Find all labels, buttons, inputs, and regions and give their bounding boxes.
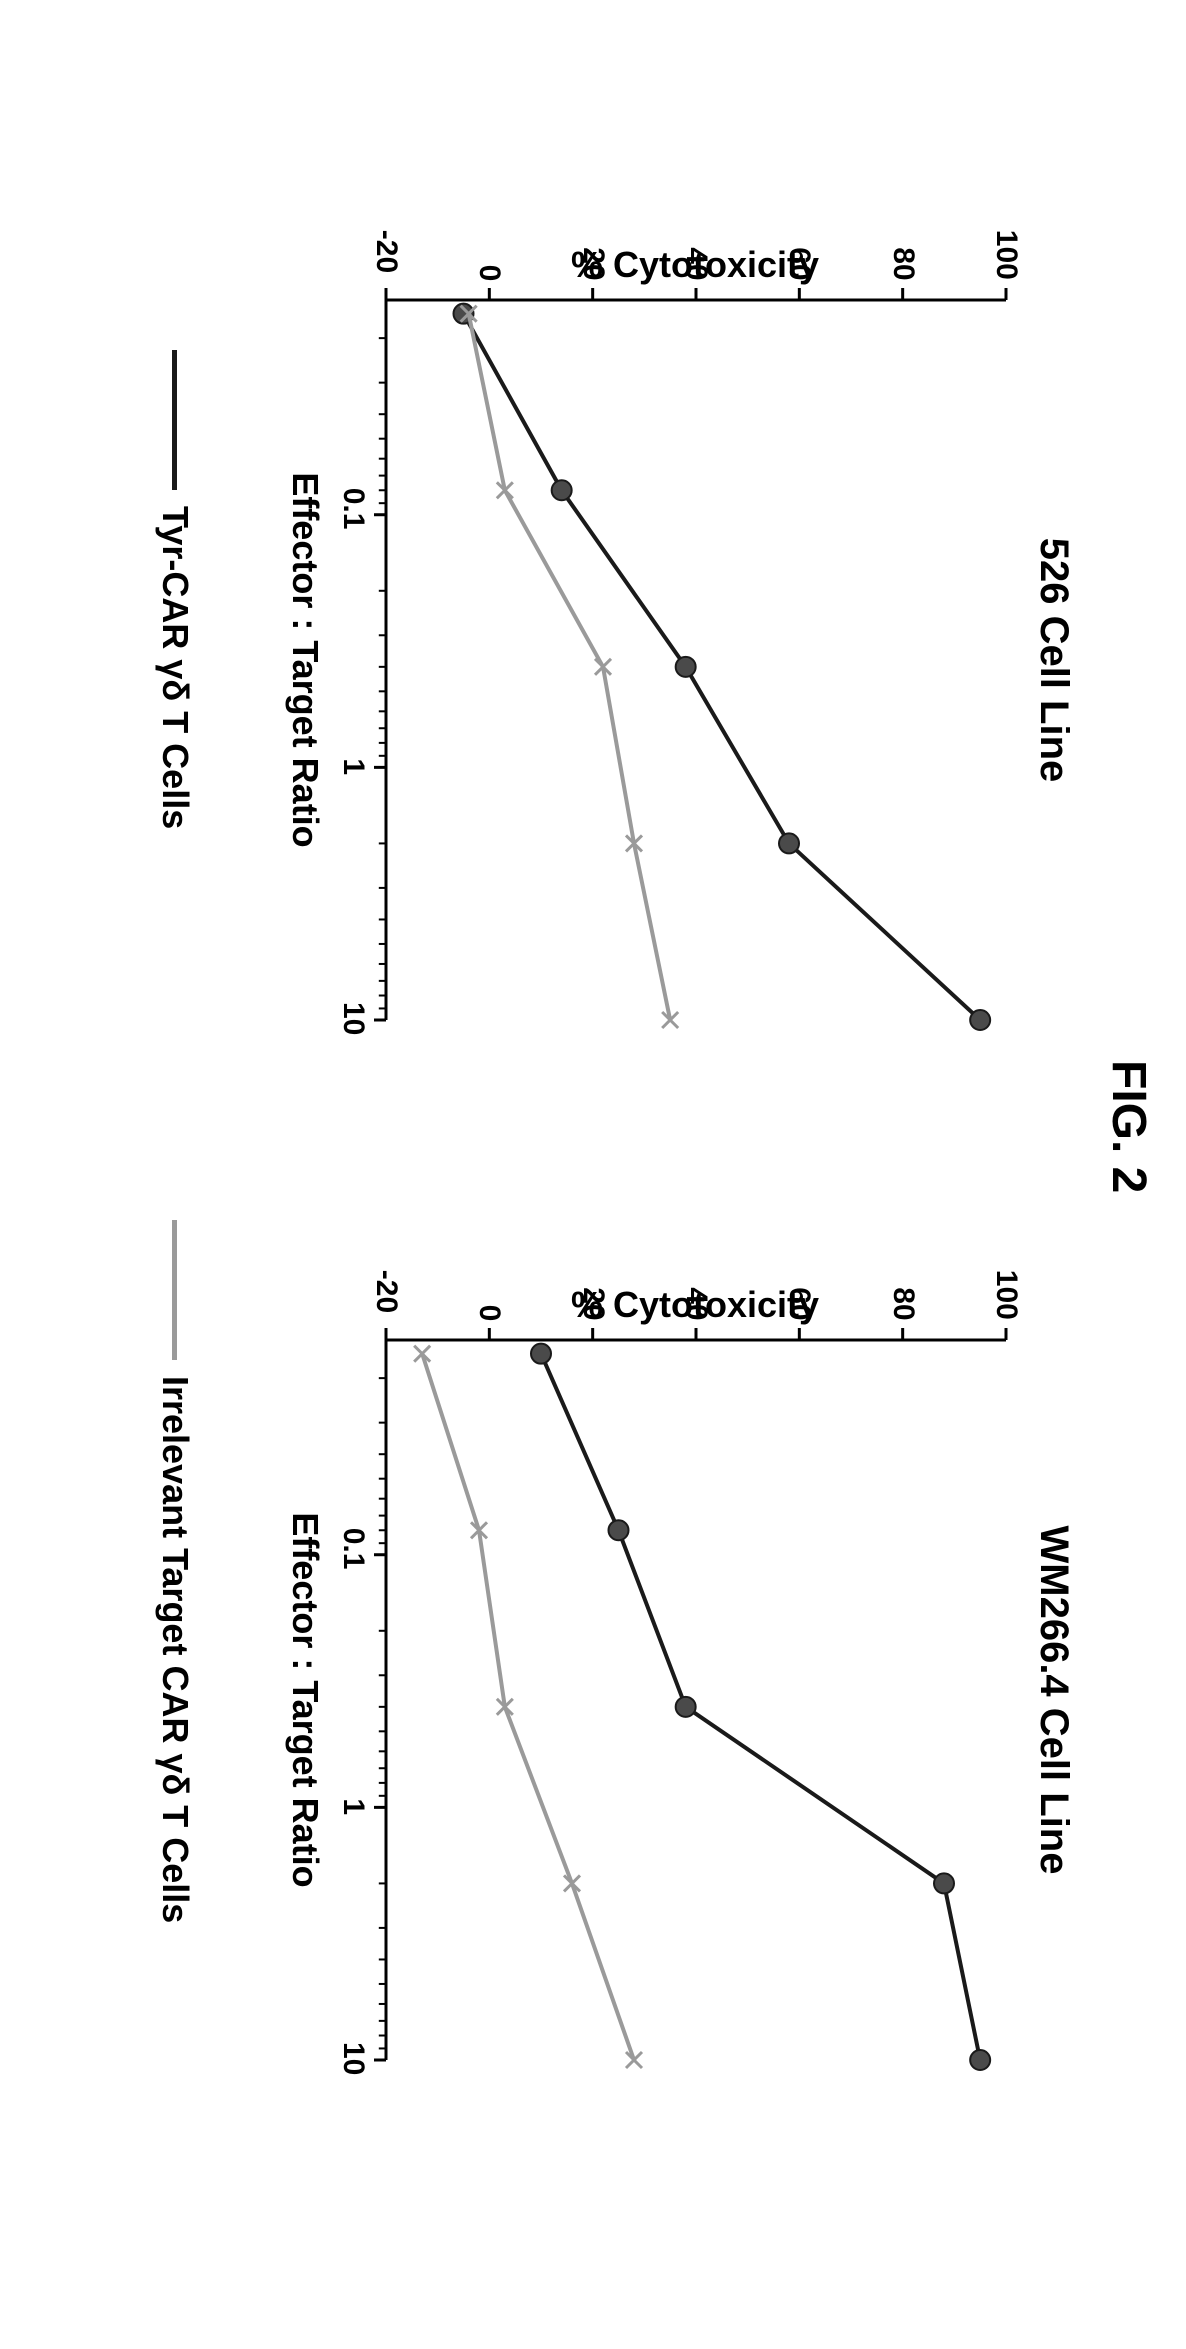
x-tick-label: 0.1 [336, 1528, 370, 1570]
legend-item-1: Tyr-CAR γδ T Cells [154, 350, 196, 829]
y-tick-label: 0 [472, 265, 506, 282]
chart-2-xlabel: Effector : Target Ratio [284, 1480, 326, 1920]
x-tick-label: 10 [336, 1002, 370, 1035]
legend-line-2 [173, 1220, 178, 1360]
y-tick-label: 80 [886, 247, 920, 280]
chart-2-title: WM266.4 Cell Line [1031, 1500, 1076, 1900]
figure-canvas: FIG. 2 526 Cell Line % Cytotoxicity Effe… [0, 0, 1186, 2349]
chart-2-svg [366, 1320, 1026, 2080]
y-tick-label: 100 [989, 1270, 1023, 1320]
y-tick-label: -20 [369, 230, 403, 273]
y-tick-label: 40 [679, 247, 713, 280]
legend-label-1: Tyr-CAR γδ T Cells [154, 506, 196, 829]
y-tick-label: 80 [886, 1287, 920, 1320]
y-tick-label: 20 [576, 247, 610, 280]
y-tick-label: 0 [472, 1305, 506, 1322]
y-tick-label: 40 [679, 1287, 713, 1320]
y-tick-label: -20 [369, 1270, 403, 1313]
x-tick-label: 0.1 [336, 488, 370, 530]
legend-item-2: Irrelevant Target CAR γδ T Cells [154, 1220, 196, 1923]
x-tick-label: 10 [336, 2042, 370, 2075]
y-tick-label: 20 [576, 1287, 610, 1320]
legend-label-2: Irrelevant Target CAR γδ T Cells [154, 1376, 196, 1923]
chart-1-xlabel: Effector : Target Ratio [284, 440, 326, 880]
chart-1-title: 526 Cell Line [1031, 460, 1076, 860]
y-tick-label: 100 [989, 230, 1023, 280]
x-tick-label: 1 [336, 758, 370, 775]
y-tick-label: 60 [782, 247, 816, 280]
y-tick-label: 60 [782, 1287, 816, 1320]
legend-line-1 [173, 350, 178, 490]
x-tick-label: 1 [336, 1798, 370, 1815]
figure-label: FIG. 2 [1101, 1060, 1156, 1193]
chart-1-svg [366, 280, 1026, 1040]
